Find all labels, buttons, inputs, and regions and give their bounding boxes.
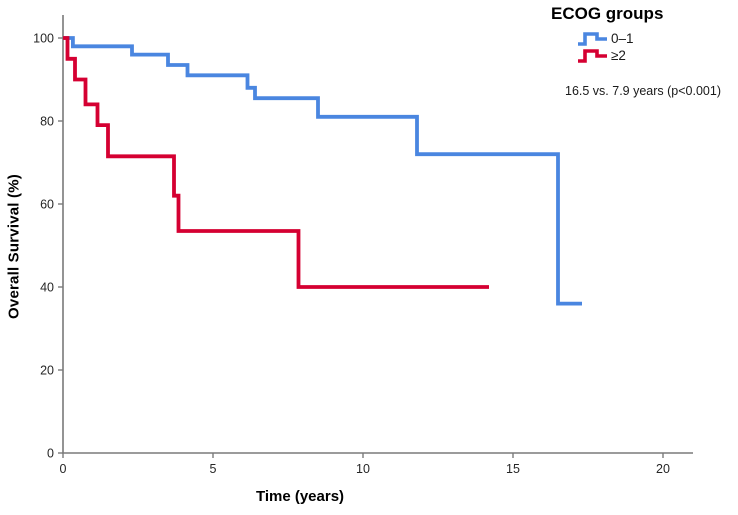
x-tick-label: 10 bbox=[356, 462, 370, 476]
legend-item-ecog-0-1: 0–1 bbox=[577, 30, 735, 47]
step-line-icon bbox=[578, 32, 607, 46]
legend-item-label: 0–1 bbox=[611, 31, 634, 46]
survival-curve-ecog-0-1 bbox=[63, 36, 582, 306]
x-tick-label: 5 bbox=[210, 462, 217, 476]
median-survival-annotation: 16.5 vs. 7.9 years (p<0.001) bbox=[565, 84, 721, 98]
y-tick-label: 20 bbox=[40, 364, 54, 378]
legend: ECOG groups 0–1 ≥2 bbox=[545, 4, 735, 64]
step-line-icon bbox=[578, 49, 607, 63]
x-axis-label: Time (years) bbox=[255, 488, 345, 505]
x-tick-label: 15 bbox=[506, 462, 520, 476]
legend-title: ECOG groups bbox=[551, 4, 664, 23]
y-tick-label: 100 bbox=[33, 32, 54, 46]
y-tick-label: 80 bbox=[40, 115, 54, 129]
survival-curve-ecog-ge2 bbox=[63, 36, 489, 289]
legend-item-label: ≥2 bbox=[611, 48, 626, 63]
x-tick-label: 20 bbox=[656, 462, 670, 476]
y-tick-label: 60 bbox=[40, 198, 54, 212]
legend-item-ecog-ge2: ≥2 bbox=[577, 47, 735, 64]
y-axis-label: Overall Survival (%) bbox=[5, 174, 23, 319]
y-tick-label: 0 bbox=[47, 447, 54, 461]
x-tick-label: 0 bbox=[60, 462, 67, 476]
y-tick-label: 40 bbox=[40, 281, 54, 295]
